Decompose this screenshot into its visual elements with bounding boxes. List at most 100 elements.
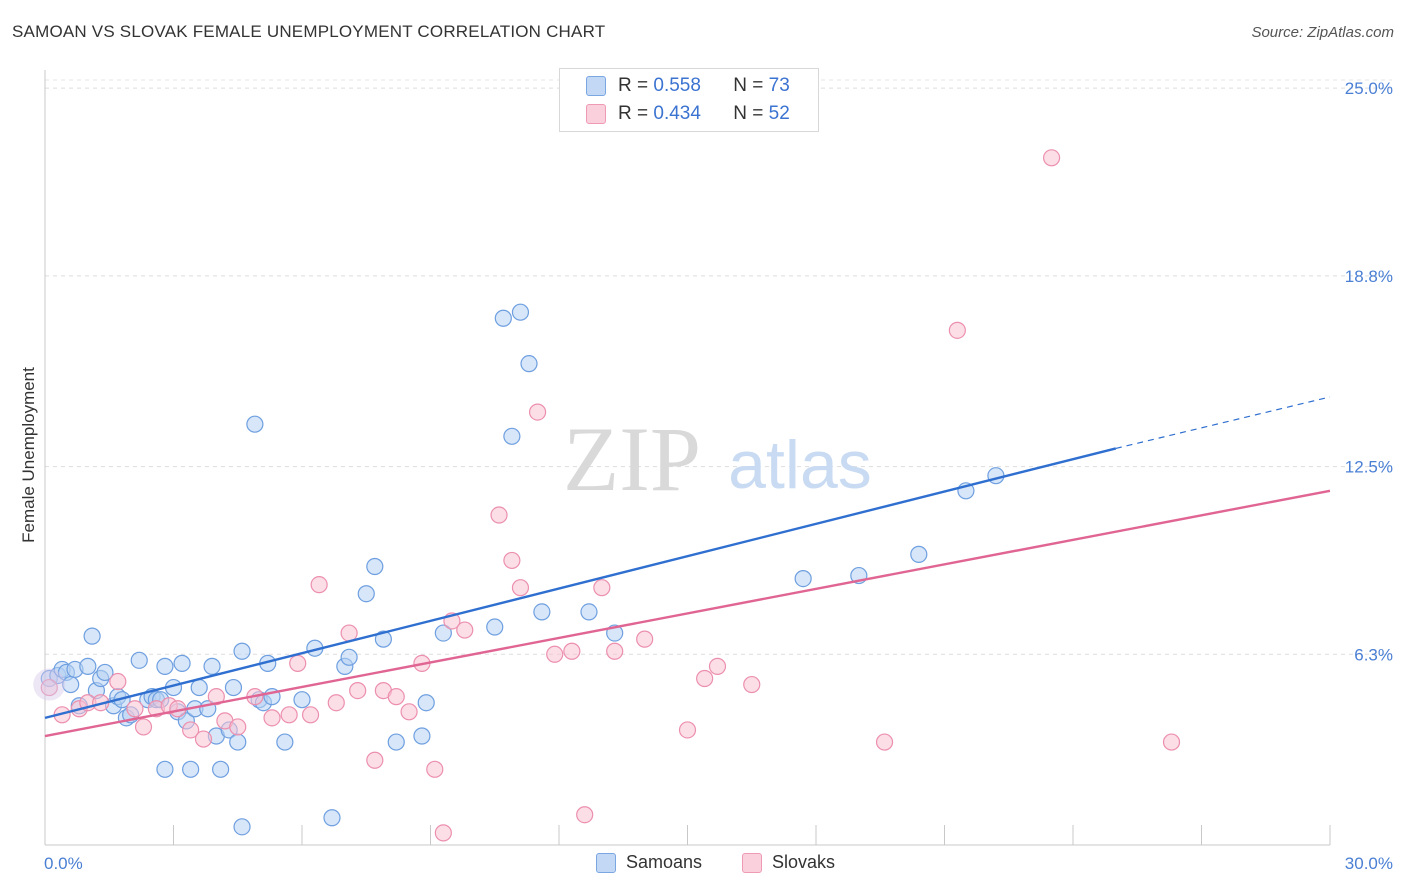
bottom-legend-swatch-samoans	[596, 852, 616, 873]
trend-lines	[44, 396, 1331, 738]
data-point	[576, 806, 594, 824]
data-point	[511, 303, 530, 321]
data-point	[503, 551, 521, 570]
legend-r-label: R =	[618, 75, 649, 96]
data-point-cluster	[33, 668, 66, 701]
data-point	[434, 824, 452, 842]
data-point	[79, 657, 97, 675]
y-tick-label: 6.3%	[1354, 645, 1393, 664]
data-point	[246, 415, 264, 433]
data-point	[533, 603, 551, 621]
data-point	[511, 579, 530, 597]
y-axis-label: Female Unemployment	[19, 367, 38, 543]
trend-line-extension	[1115, 396, 1331, 450]
data-point	[486, 618, 504, 636]
data-point	[948, 321, 966, 339]
data-point	[212, 760, 230, 778]
data-point	[503, 427, 521, 445]
data-point	[563, 642, 581, 660]
data-point	[1042, 149, 1061, 167]
data-point	[323, 809, 341, 827]
legend-r-value: 0.434	[653, 103, 701, 124]
trend-line-slovaks	[44, 489, 1331, 738]
data-point	[301, 706, 320, 724]
legend-r-label: R =	[618, 103, 649, 124]
data-point	[190, 678, 208, 697]
data-point	[182, 721, 200, 739]
data-point	[400, 703, 418, 721]
data-point	[875, 733, 894, 751]
legend-n-label: N =	[733, 103, 764, 124]
legend-n-value: 52	[768, 103, 790, 124]
legend-r-value: 0.558	[653, 75, 701, 96]
legend-swatch-slovaks	[586, 104, 606, 124]
data-point	[203, 657, 221, 675]
watermark-atlas: atlas	[728, 427, 872, 503]
data-point	[794, 569, 812, 588]
data-point	[229, 733, 247, 751]
data-point	[387, 688, 405, 706]
data-point	[276, 733, 294, 751]
legend-n-value: 73	[768, 75, 790, 96]
legend-n-label: N =	[733, 75, 764, 96]
data-point	[636, 630, 654, 648]
data-point	[366, 557, 384, 576]
data-point	[434, 624, 452, 642]
data-point	[490, 506, 508, 524]
data-point	[156, 657, 174, 675]
data-point	[494, 309, 512, 327]
data-point	[374, 630, 392, 648]
grid-lines	[45, 79, 1392, 655]
data-point	[194, 730, 213, 748]
data-point	[387, 733, 405, 751]
data-point	[134, 718, 153, 736]
data-point	[130, 651, 148, 669]
data-point	[456, 621, 474, 639]
x-tick-label: 30.0%	[1345, 854, 1393, 873]
data-point	[357, 585, 375, 603]
legend-swatch-samoans	[586, 76, 606, 96]
data-point	[910, 545, 928, 563]
data-point	[289, 654, 307, 672]
data-point	[546, 645, 564, 663]
data-point	[310, 576, 328, 594]
data-point	[40, 678, 58, 697]
data-point	[224, 678, 243, 697]
data-point	[96, 663, 114, 682]
data-point	[340, 648, 358, 666]
tick-labels: 25.0% 18.8% 12.5% 6.3% 0.0% 30.0%	[44, 79, 1393, 873]
data-point	[696, 669, 714, 688]
data-point	[126, 700, 144, 718]
data-point	[417, 694, 435, 712]
source-credit: Source: ZipAtlas.com	[1251, 24, 1394, 41]
watermark: ZIP atlas	[563, 408, 872, 510]
bottom-legend-label: Slovaks	[772, 852, 836, 872]
data-point	[708, 657, 727, 675]
watermark-zip: ZIP	[563, 408, 701, 510]
y-tick-label: 12.5%	[1345, 458, 1393, 477]
trend-line-samoans	[44, 447, 1117, 720]
bottom-legend-label: Samoans	[626, 852, 703, 872]
data-point	[366, 751, 384, 769]
data-points	[33, 149, 1181, 842]
data-point	[580, 603, 598, 621]
series-slovaks	[40, 149, 1181, 842]
data-point	[293, 691, 311, 709]
legend-row-slovaks: R = 0.434 N = 52	[586, 102, 790, 126]
data-point	[233, 818, 251, 836]
data-point	[229, 718, 247, 736]
data-point	[606, 642, 624, 660]
y-tick-label: 18.8%	[1345, 267, 1393, 286]
data-point	[340, 624, 358, 642]
data-point	[109, 672, 127, 691]
data-point	[156, 760, 174, 778]
x-tick-label: 0.0%	[44, 854, 83, 873]
legend-row-samoans: R = 0.558 N = 73	[586, 74, 790, 98]
data-point	[1162, 733, 1181, 751]
data-point	[207, 688, 225, 706]
data-point	[678, 721, 697, 739]
data-point	[528, 403, 547, 421]
data-point	[263, 709, 281, 727]
data-point	[280, 706, 298, 724]
